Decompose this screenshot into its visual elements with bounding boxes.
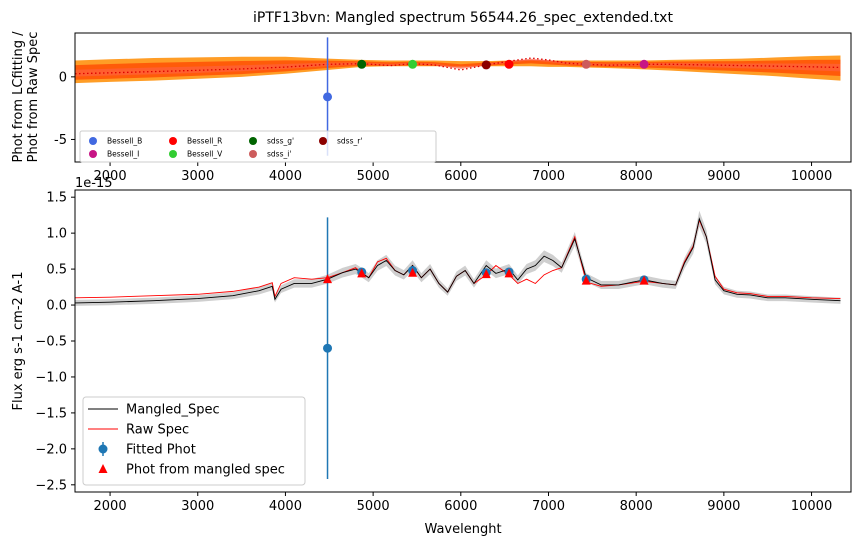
- y-tick-label: −2.5: [35, 478, 67, 493]
- y-tick-label: -5: [54, 133, 67, 148]
- legend-label: Bessell_I: [107, 150, 139, 159]
- y-tick-label: 0: [59, 70, 67, 85]
- phot-mangled-marker: [581, 275, 591, 285]
- top-y-label-line2: Phot from Raw Spec: [26, 32, 41, 163]
- y-tick-label: 1.0: [46, 227, 67, 242]
- series-line: [74, 217, 841, 304]
- legend-label: Phot from mangled spec: [126, 463, 285, 478]
- bottom-x-axis: 2000 3000 4000 5000 6000 7000 8000 9000 10000: [94, 492, 832, 514]
- data-point: [481, 60, 491, 70]
- top-legend: Bessell_B Bessell_I Bessell_R Bessell_V sdss…: [79, 130, 437, 163]
- chart-title: iPTF13bvn: Mangled spectrum 56544.26_spe…: [253, 10, 673, 26]
- legend-marker: [89, 150, 97, 158]
- legend-label: Fitted Phot: [126, 443, 196, 458]
- top-y-axis: -5 0: [54, 70, 75, 148]
- y-tick-label: −2.0: [35, 442, 67, 457]
- bottom-y-axis: −2.5 −2.0 −1.5 −1.0 −0.5 0.0 0.5 1.0 1.5: [35, 191, 75, 493]
- legend-marker: [169, 137, 177, 145]
- offset-text: 1e-15: [75, 176, 113, 191]
- x-tick-label: 4000: [269, 169, 302, 184]
- uncertainty-band-group: [75, 55, 841, 84]
- y-tick-label: −0.5: [35, 335, 67, 350]
- bottom-legend: Mangled_Spec Raw Spec Fitted Phot Phot from…: [82, 396, 306, 486]
- legend-box: [79, 130, 437, 163]
- legend-label: Bessell_V: [187, 150, 223, 159]
- data-point: [323, 92, 333, 102]
- x-tick-label: 10000: [791, 169, 832, 184]
- x-tick-label: 7000: [532, 169, 565, 184]
- legend-marker: [89, 137, 97, 145]
- y-axis-label: Flux erg s-1 cm-2 A-1: [11, 272, 26, 411]
- top-panel-plot: iPTF13bvn: Mangled spectrum 56544.26_spe…: [11, 10, 852, 184]
- data-point: [504, 59, 514, 69]
- phot-mangled-marker: [323, 274, 333, 284]
- y-tick-label: −1.0: [35, 370, 67, 385]
- legend-box: [82, 396, 306, 486]
- legend-label: sdss_r': [337, 137, 362, 146]
- legend-marker: [249, 150, 257, 158]
- legend-marker: [249, 137, 257, 145]
- data-point: [357, 59, 367, 69]
- y-tick-label: −1.5: [35, 406, 67, 421]
- y-tick-label: 0.0: [46, 299, 67, 314]
- x-tick-label: 7000: [532, 499, 565, 514]
- top-y-label-line1: Phot from LCfitting /: [11, 31, 26, 163]
- x-tick-label: 8000: [620, 169, 653, 184]
- top-plot-content: [74, 37, 841, 156]
- phot-mangled-marker: [639, 275, 649, 285]
- x-tick-label: 8000: [620, 499, 653, 514]
- phot-mangled-marker: [408, 267, 418, 277]
- x-tick-label: 9000: [707, 499, 740, 514]
- x-tick-label: 2000: [94, 169, 127, 184]
- x-tick-label: 2000: [94, 499, 127, 514]
- fit-curve: [74, 57, 841, 75]
- legend-label: Mangled_Spec: [126, 403, 220, 418]
- x-tick-label: 3000: [181, 169, 214, 184]
- bottom-plot-content: [74, 210, 841, 480]
- y-tick-label: 0.5: [46, 263, 67, 278]
- x-axis-label: Wavelenght: [424, 522, 501, 537]
- phot-mangled-marker: [504, 268, 514, 278]
- data-point: [581, 59, 591, 69]
- legend-label: Bessell_R: [187, 137, 222, 146]
- x-tick-label: 6000: [444, 169, 477, 184]
- phot-mangled-marker: [357, 268, 367, 278]
- x-tick-label: 3000: [181, 499, 214, 514]
- legend-marker: [319, 137, 327, 145]
- series-line: [74, 218, 841, 300]
- legend-label: sdss_i': [267, 150, 291, 159]
- legend-label: sdss_g': [267, 137, 294, 146]
- x-tick-label: 5000: [357, 169, 390, 184]
- legend-marker: [98, 444, 108, 454]
- top-axes-frame: [74, 32, 852, 163]
- bottom-panel-plot: 1e-15 2000 3000 4000 5000 6000 7000 8000 9000 10…: [11, 176, 852, 537]
- x-tick-label: 9000: [707, 169, 740, 184]
- x-tick-label: 10000: [791, 499, 832, 514]
- legend-marker: [169, 150, 177, 158]
- data-point: [408, 59, 418, 69]
- band-inner: [75, 58, 841, 77]
- data-point: [639, 59, 649, 69]
- x-tick-label: 5000: [357, 499, 390, 514]
- legend-label: Raw Spec: [126, 423, 189, 438]
- legend-label: Bessell_B: [107, 137, 142, 146]
- x-tick-label: 4000: [269, 499, 302, 514]
- phot-mangled-marker: [481, 269, 491, 279]
- y-tick-label: 1.5: [46, 191, 67, 206]
- fitted-phot-point: [323, 343, 333, 353]
- legend-marker: [98, 464, 108, 473]
- x-tick-label: 6000: [444, 499, 477, 514]
- top-x-axis: 2000 3000 4000 5000 6000 7000 8000 9000 10000: [94, 162, 832, 184]
